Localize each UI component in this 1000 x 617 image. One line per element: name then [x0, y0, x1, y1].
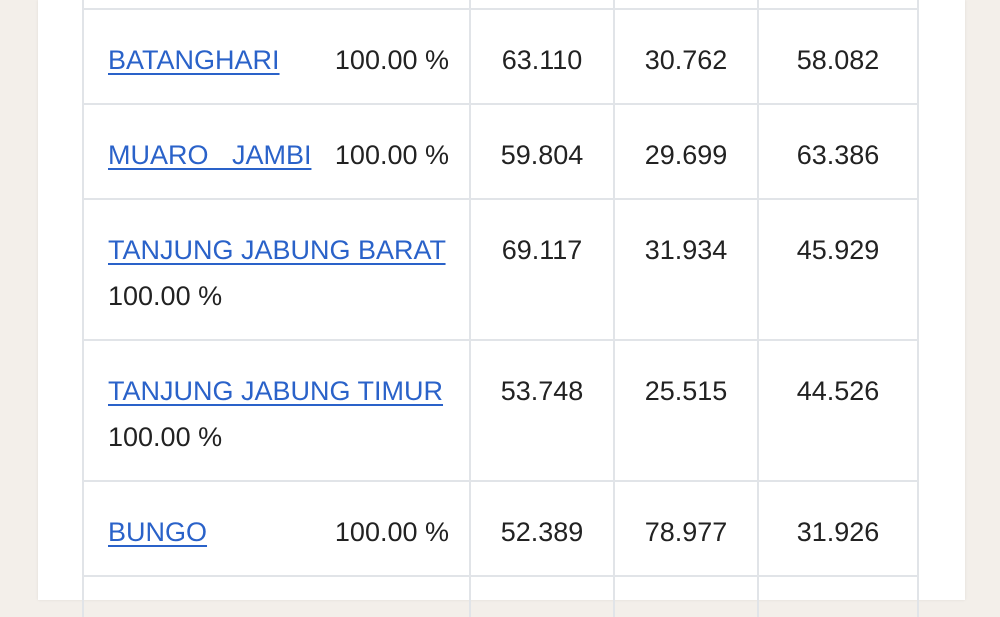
value-cell: 29.699: [613, 103, 759, 200]
value-cell: 63.386: [757, 103, 919, 200]
table-row: [82, 0, 919, 10]
cell: [613, 575, 759, 617]
value-cell: 78.977: [613, 480, 759, 577]
table-row: MUARO JAMBI 100.00 % 59.804 29.699 63.386: [82, 103, 919, 200]
value-cell: 69.117: [469, 198, 615, 341]
value-cell: 44.526: [757, 339, 919, 482]
region-link[interactable]: BATANGHARI: [108, 45, 280, 75]
value-cell: 53.748: [469, 339, 615, 482]
value-cell: 45.929: [757, 198, 919, 341]
table-row: [82, 575, 919, 617]
page: BATANGHARI 100.00 % 63.110 30.762 58.082 MUA…: [38, 0, 965, 617]
region-link[interactable]: TANJUNG JABUNG TIMUR: [108, 376, 444, 406]
percentage: 100.00 %: [108, 422, 223, 452]
value-cell: 25.515: [613, 339, 759, 482]
region-cell: BATANGHARI 100.00 %: [82, 8, 471, 105]
table-row: BUNGO 100.00 % 52.389 78.977 31.926: [82, 480, 919, 577]
region-cell: MUARO JAMBI 100.00 %: [82, 103, 471, 200]
region-link[interactable]: BUNGO: [108, 517, 208, 547]
region-link[interactable]: TANJUNG JABUNG BARAT: [108, 235, 446, 265]
cell: [469, 575, 615, 617]
table-row: TANJUNG JABUNG BARAT 100.00 % 69.117 31.93…: [82, 198, 919, 341]
table-row: BATANGHARI 100.00 % 63.110 30.762 58.082: [82, 8, 919, 105]
value-cell: 59.804: [469, 103, 615, 200]
value-cell: 58.082: [757, 8, 919, 105]
cell: [82, 0, 471, 10]
cell: [613, 0, 759, 10]
value-cell: 31.926: [757, 480, 919, 577]
cell: [469, 0, 615, 10]
value-cell: 63.110: [469, 8, 615, 105]
cell: [757, 575, 919, 617]
region-link[interactable]: MUARO JAMBI: [108, 140, 312, 170]
region-cell: TANJUNG JABUNG TIMUR 100.00 %: [82, 339, 471, 482]
region-cell: BUNGO 100.00 %: [82, 480, 471, 577]
region-cell: TANJUNG JABUNG BARAT 100.00 %: [82, 198, 471, 341]
percentage: 100.00 %: [334, 45, 449, 75]
table-body: BATANGHARI 100.00 % 63.110 30.762 58.082 MUA…: [82, 0, 919, 617]
cell: [757, 0, 919, 10]
value-cell: 30.762: [613, 8, 759, 105]
data-table: BATANGHARI 100.00 % 63.110 30.762 58.082 MUA…: [82, 0, 919, 617]
cell: [82, 575, 471, 617]
percentage: 100.00 %: [334, 517, 449, 547]
table-row: TANJUNG JABUNG TIMUR 100.00 % 53.748 25.51…: [82, 339, 919, 482]
percentage: 100.00 %: [334, 140, 449, 170]
percentage: 100.00 %: [108, 281, 223, 311]
value-cell: 52.389: [469, 480, 615, 577]
value-cell: 31.934: [613, 198, 759, 341]
